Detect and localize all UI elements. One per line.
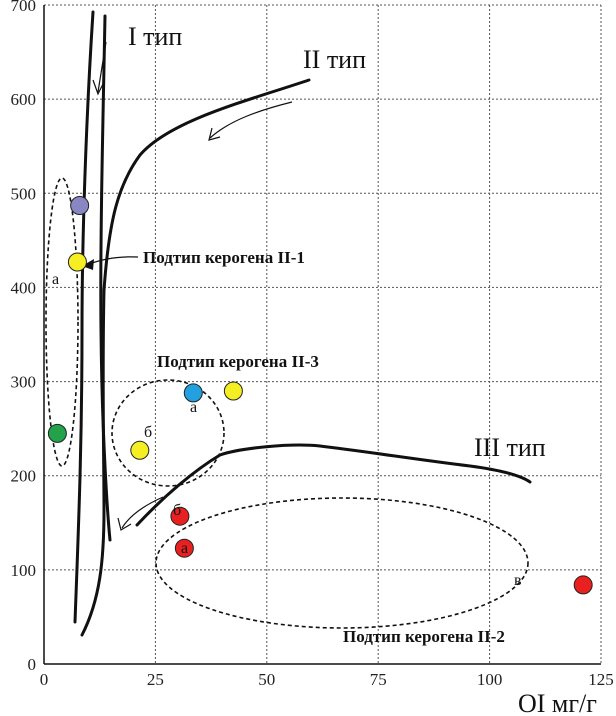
data-point — [130, 440, 150, 460]
type3-arrow — [117, 496, 164, 531]
point-letter-b-ii3: б — [144, 424, 152, 441]
data-point — [174, 538, 194, 558]
y-tick-label: 300 — [11, 373, 37, 392]
type1-arrow — [92, 41, 107, 96]
type3-curve — [135, 443, 532, 527]
grid-layer — [44, 4, 602, 664]
data-point — [223, 381, 243, 401]
point-letter-a-ii2: а — [181, 540, 188, 557]
y-tick-label: 600 — [11, 90, 37, 109]
point-letter-b-ii2: б — [173, 502, 181, 519]
x-axis-label: OI мг/г — [518, 689, 597, 716]
type1-label: I тип — [128, 22, 182, 51]
data-point — [67, 252, 87, 272]
x-tick-label: 0 — [40, 670, 49, 689]
data-point — [170, 506, 190, 526]
data-point — [47, 423, 67, 443]
subtype-ii2-label: Подтип керогена II-2 — [343, 627, 505, 646]
x-tick-label: 125 — [588, 670, 614, 689]
data-point — [70, 196, 90, 216]
type2-arrow — [208, 101, 293, 141]
y-tick-label: 200 — [11, 467, 37, 486]
subtype-ii1-outline — [45, 177, 79, 467]
y-tick-label: 100 — [11, 561, 37, 580]
y-tick-label: 700 — [11, 0, 37, 15]
x-tick-label: 100 — [477, 670, 503, 689]
y-tick-label: 0 — [28, 655, 37, 674]
type3-label: III тип — [474, 433, 546, 462]
subtype-ii2-outline — [155, 497, 529, 629]
y-tick-label: 500 — [11, 184, 37, 203]
type1-curve-right — [99, 14, 112, 542]
data-point — [183, 383, 203, 403]
x-tick-label: 50 — [258, 670, 275, 689]
point-letter-v-ii2: в — [514, 572, 522, 589]
type2-curve — [80, 78, 311, 637]
point-letter-a-ii1: а — [52, 271, 59, 288]
y-tick-label: 400 — [11, 278, 37, 297]
x-tick-labels: 0 25 50 75 100 125 — [40, 670, 614, 689]
data-point — [573, 575, 593, 595]
x-tick-label: 25 — [147, 670, 164, 689]
type1-curve-left — [73, 10, 95, 624]
x-tick-label: 75 — [370, 670, 387, 689]
subtype-ii1-pointer-arrow — [82, 256, 139, 270]
point-layer — [47, 196, 593, 595]
point-letter-a-ii3: а — [190, 399, 197, 416]
subtype-ii3-label: Подтип керогена II-3 — [157, 352, 319, 371]
subtype-ii1-label: Подтип керогена II-1 — [143, 248, 305, 267]
y-tick-labels: 0 100 200 300 400 500 600 700 — [11, 0, 37, 674]
type2-label: II тип — [303, 45, 366, 74]
subtype-ii3-outline — [111, 379, 225, 487]
